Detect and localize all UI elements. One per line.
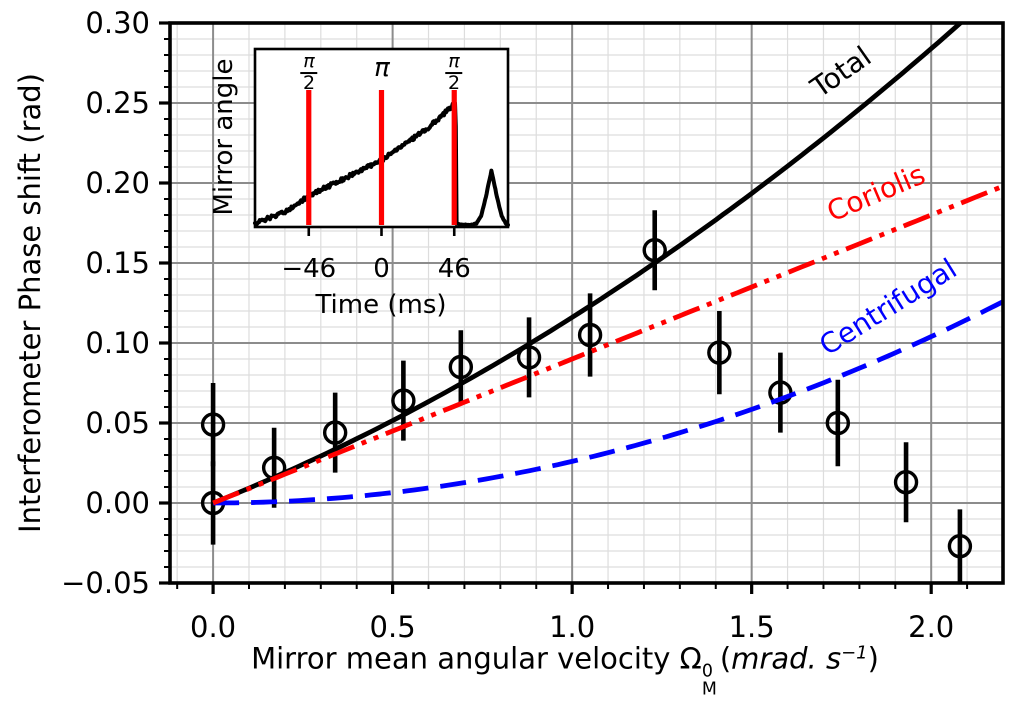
x-tick-label: 1.5: [729, 610, 775, 644]
inset-y-axis-label: Mirror angle: [209, 58, 239, 216]
curve-coriolis: [212, 183, 1003, 506]
inset-x-tick-label: 46: [438, 254, 471, 284]
pulse-label-pi-over-2-left: π 2: [300, 52, 318, 95]
omega-subscript: M: [701, 678, 717, 699]
unit-open-paren: (: [719, 641, 732, 676]
inset-x-tick-label: −46: [281, 254, 336, 284]
y-tick-label: 0.30: [85, 6, 150, 40]
x-axis-label-text: Mirror mean angular velocity Ω: [251, 641, 702, 676]
x-axis-label: Mirror mean angular velocity Ω 0 M (mrad. s…: [251, 641, 879, 698]
data-point-circle: [448, 354, 474, 380]
axis-ticks: 0.0 0.5 1.0 1.5 2.0 −0.05 0.00 0.05 0.10 0.15 0.20…: [61, 6, 969, 644]
data-point-circle: [707, 340, 732, 365]
pulse-label-pi-over-2-right: π 2: [445, 52, 463, 95]
inset-plot: −46 0 46: [253, 47, 510, 284]
y-tick-label: 0.05: [85, 406, 150, 440]
pulse-label-numerator: π: [445, 52, 463, 75]
y-tick-label: 0.20: [85, 166, 150, 200]
data-point-circle: [947, 534, 973, 559]
pulse-label-denominator: 2: [447, 72, 461, 95]
data-point-circle: [893, 470, 919, 495]
x-tick-label: 0.5: [370, 610, 416, 644]
y-tick-label: 0.00: [85, 486, 150, 520]
inset-x-axis-label: Time (ms): [315, 290, 447, 320]
pulse-label-numerator: π: [300, 52, 318, 75]
unit-close-paren: ): [867, 641, 879, 676]
data-point-circle: [322, 420, 348, 445]
inset-x-tick-label: 0: [373, 254, 390, 284]
y-tick-label: 0.10: [85, 326, 150, 360]
plot-border: [168, 21, 1005, 585]
y-tick-label: 0.15: [85, 246, 150, 280]
data-point-circle: [768, 380, 793, 405]
curve-total: [212, 23, 965, 506]
x-tick-label: 0.0: [190, 610, 236, 644]
unit-exponent: −1: [841, 642, 868, 664]
y-axis-label: Interferometer Phase shift (rad): [13, 73, 47, 533]
y-tick-label: −0.05: [61, 566, 150, 600]
data-point-circle: [200, 412, 226, 437]
x-tick-label: 2.0: [908, 610, 954, 644]
y-tick-label: 0.25: [85, 86, 150, 120]
data-points: [200, 210, 973, 583]
x-tick-label: 1.0: [549, 610, 595, 644]
omega-superscript: 0: [701, 661, 713, 682]
pulse-label-pi-center: π: [374, 53, 390, 83]
data-point-circle: [825, 410, 851, 436]
data-point-circle: [577, 322, 603, 348]
unit-text: mrad. s: [731, 641, 842, 676]
data-point-circle: [391, 388, 416, 413]
curve-centrifugal: [213, 299, 1003, 506]
pulse-label-denominator: 2: [302, 72, 316, 95]
